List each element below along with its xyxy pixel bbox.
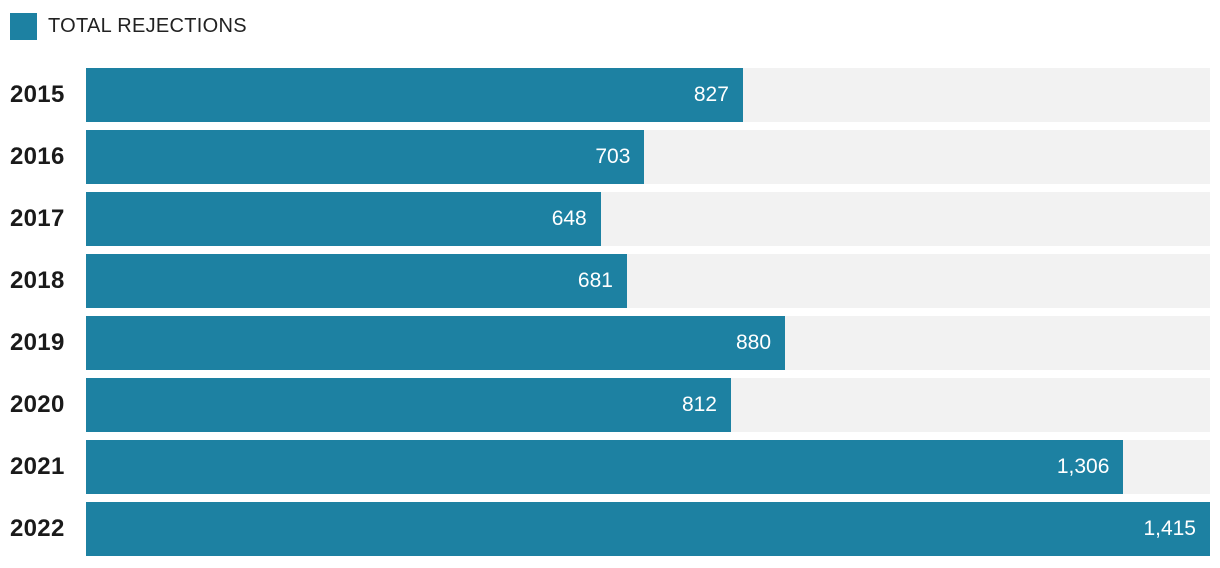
year-label: 2022 bbox=[10, 515, 65, 542]
chart-row: 2021 1,306 bbox=[0, 440, 1220, 494]
bar-value-label: 1,306 bbox=[1056, 455, 1110, 478]
year-label: 2021 bbox=[10, 453, 65, 480]
bar: 827 bbox=[86, 68, 743, 122]
bar: 703 bbox=[86, 130, 645, 184]
legend: TOTAL REJECTIONS bbox=[0, 0, 1220, 40]
bar-track: 1,306 bbox=[86, 440, 1210, 494]
bar: 648 bbox=[86, 192, 601, 246]
legend-swatch-icon bbox=[10, 13, 37, 40]
bar: 1,306 bbox=[86, 440, 1124, 494]
bar-value-label: 703 bbox=[595, 145, 631, 168]
year-label: 2015 bbox=[10, 81, 65, 108]
bar-value-label: 880 bbox=[735, 331, 772, 354]
bar-value-label: 1,415 bbox=[1143, 517, 1196, 540]
bar-value-label: 648 bbox=[551, 207, 587, 230]
bar: 880 bbox=[86, 316, 786, 370]
chart-row: 2017 648 bbox=[0, 192, 1220, 246]
bar-track: 812 bbox=[86, 378, 1210, 432]
bar-track: 880 bbox=[86, 316, 1210, 370]
legend-label: TOTAL REJECTIONS bbox=[48, 15, 247, 37]
bar-value-label: 681 bbox=[577, 269, 613, 292]
bar-chart: 2015 827 2016 703 2017 648 2018 681 bbox=[0, 68, 1220, 556]
bar-value-label: 827 bbox=[693, 83, 729, 106]
chart-row: 2019 880 bbox=[0, 316, 1220, 370]
chart-row: 2016 703 bbox=[0, 130, 1220, 184]
bar-track: 648 bbox=[86, 192, 1210, 246]
bar: 1,415 bbox=[86, 502, 1210, 556]
bar-track: 827 bbox=[86, 68, 1210, 122]
year-label: 2019 bbox=[10, 329, 65, 356]
bar-track: 681 bbox=[86, 254, 1210, 308]
year-label: 2020 bbox=[10, 391, 65, 418]
chart-row: 2020 812 bbox=[0, 378, 1220, 432]
bar-value-label: 812 bbox=[681, 393, 717, 416]
bar: 681 bbox=[86, 254, 627, 308]
chart-row: 2018 681 bbox=[0, 254, 1220, 308]
bar-track: 1,415 bbox=[86, 502, 1210, 556]
year-label: 2016 bbox=[10, 143, 65, 170]
chart-row: 2015 827 bbox=[0, 68, 1220, 122]
year-label: 2018 bbox=[10, 267, 65, 294]
chart-row: 2022 1,415 bbox=[0, 502, 1220, 556]
year-label: 2017 bbox=[10, 205, 65, 232]
bar-track: 703 bbox=[86, 130, 1210, 184]
bar: 812 bbox=[86, 378, 731, 432]
